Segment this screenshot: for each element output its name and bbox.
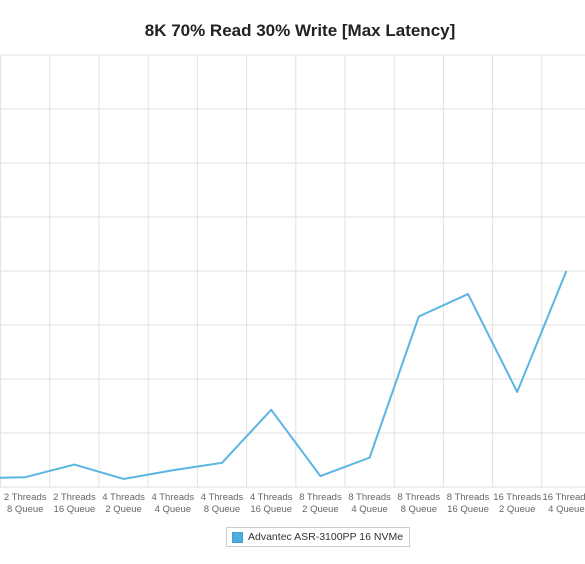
x-tick-label: 16 Threads 2 Queue: [493, 492, 541, 515]
legend[interactable]: Advantec ASR-3100PP 16 NVMe: [226, 527, 411, 547]
x-tick-label: 8 Threads 16 Queue: [447, 492, 490, 515]
x-tick-label: 4 Threads 8 Queue: [201, 492, 244, 515]
grid: [0, 54, 585, 488]
x-tick-label: 4 Threads 16 Queue: [250, 492, 293, 515]
x-tick-label: 4 Threads 2 Queue: [102, 492, 145, 515]
series-line: [0, 270, 568, 480]
x-tick-label: 4 Threads 4 Queue: [151, 492, 194, 515]
legend-label: Advantec ASR-3100PP 16 NVMe: [248, 531, 404, 543]
chart-title: 8K 70% Read 30% Write [Max Latency]: [145, 21, 456, 40]
x-tick-label: 8 Threads 4 Queue: [348, 492, 391, 515]
x-tick-label: 8 Threads 8 Queue: [397, 492, 440, 515]
legend-swatch: [232, 531, 243, 543]
x-tick-label: 2 Threads 16 Queue: [53, 492, 96, 515]
x-tick-label: 2 Threads 8 Queue: [4, 492, 47, 515]
x-tick-label: 8 Threads 2 Queue: [299, 492, 342, 515]
